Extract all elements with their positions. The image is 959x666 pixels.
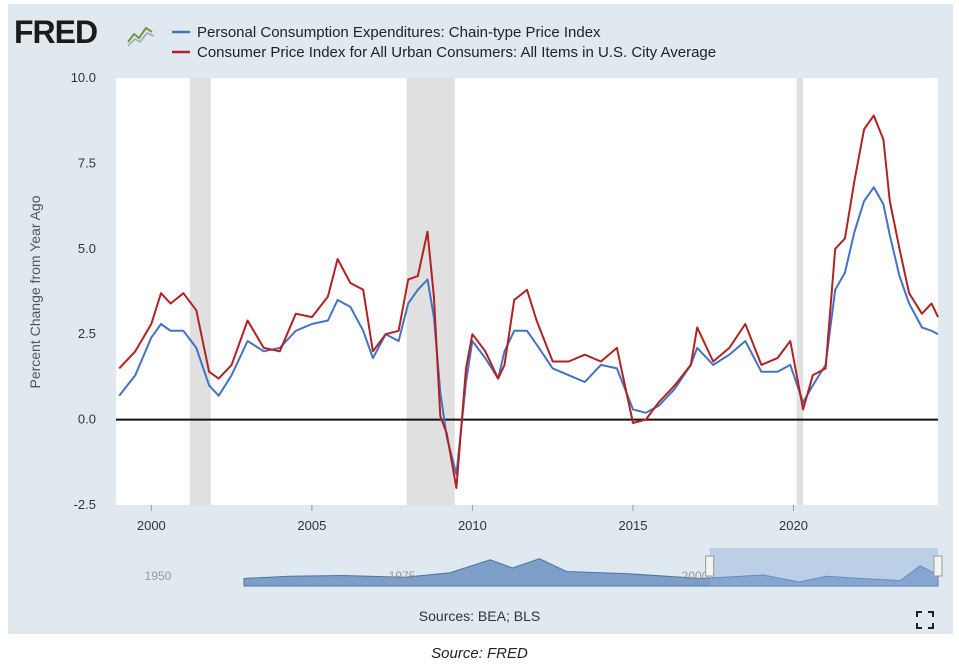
x-tick-label: 2000 — [137, 518, 166, 533]
series-line-0 — [118, 186, 939, 476]
x-tick-label: 2020 — [779, 518, 808, 533]
legend-label-pce: Personal Consumption Expenditures: Chain… — [197, 24, 601, 41]
x-tick-label: 2015 — [619, 518, 648, 533]
sources-text: Sources: BEA; BLS — [418, 608, 541, 624]
range-navigator[interactable]: 1950 1975 2000 — [116, 548, 943, 587]
y-tick-label: 2.5 — [78, 326, 96, 341]
series-lines — [118, 114, 939, 489]
x-axis: 2000 2005 2010 2015 2020 — [137, 505, 808, 533]
fullscreen-icon[interactable] — [916, 611, 934, 629]
navigator-labels: 1950 1975 2000 — [145, 569, 709, 583]
y-tick-label: 5.0 — [78, 241, 96, 256]
navigator-handle-left[interactable] — [705, 555, 715, 577]
navigator-area — [243, 558, 939, 587]
navigator-label: 1950 — [145, 569, 172, 583]
recession-band-2 — [796, 78, 804, 505]
recession-band-0 — [189, 78, 211, 505]
legend-label-cpi: Consumer Price Index for All Urban Consu… — [197, 44, 716, 61]
navigator-selection[interactable] — [709, 548, 938, 586]
y-axis-title: Percent Change from Year Ago — [27, 195, 43, 388]
line-chart-icon — [127, 26, 155, 47]
y-axis: -2.5 0.0 2.5 5.0 7.5 10.0 — [71, 70, 96, 512]
y-tick-label: 10.0 — [71, 70, 96, 85]
navigator-handle-right[interactable] — [933, 555, 943, 577]
navigator-label: 2000 — [682, 569, 709, 583]
y-tick-label: 7.5 — [78, 155, 96, 170]
x-tick-label: 2010 — [458, 518, 487, 533]
navigator-label: 1975 — [389, 569, 416, 583]
image-caption: Source: FRED — [431, 645, 528, 662]
y-tick-label: -2.5 — [74, 497, 96, 512]
legend: Personal Consumption Expenditures: Chain… — [172, 24, 716, 61]
series-line-1 — [118, 114, 939, 489]
y-tick-label: 0.0 — [78, 412, 96, 427]
fred-logo: FRED — [14, 14, 98, 50]
x-tick-label: 2005 — [297, 518, 326, 533]
